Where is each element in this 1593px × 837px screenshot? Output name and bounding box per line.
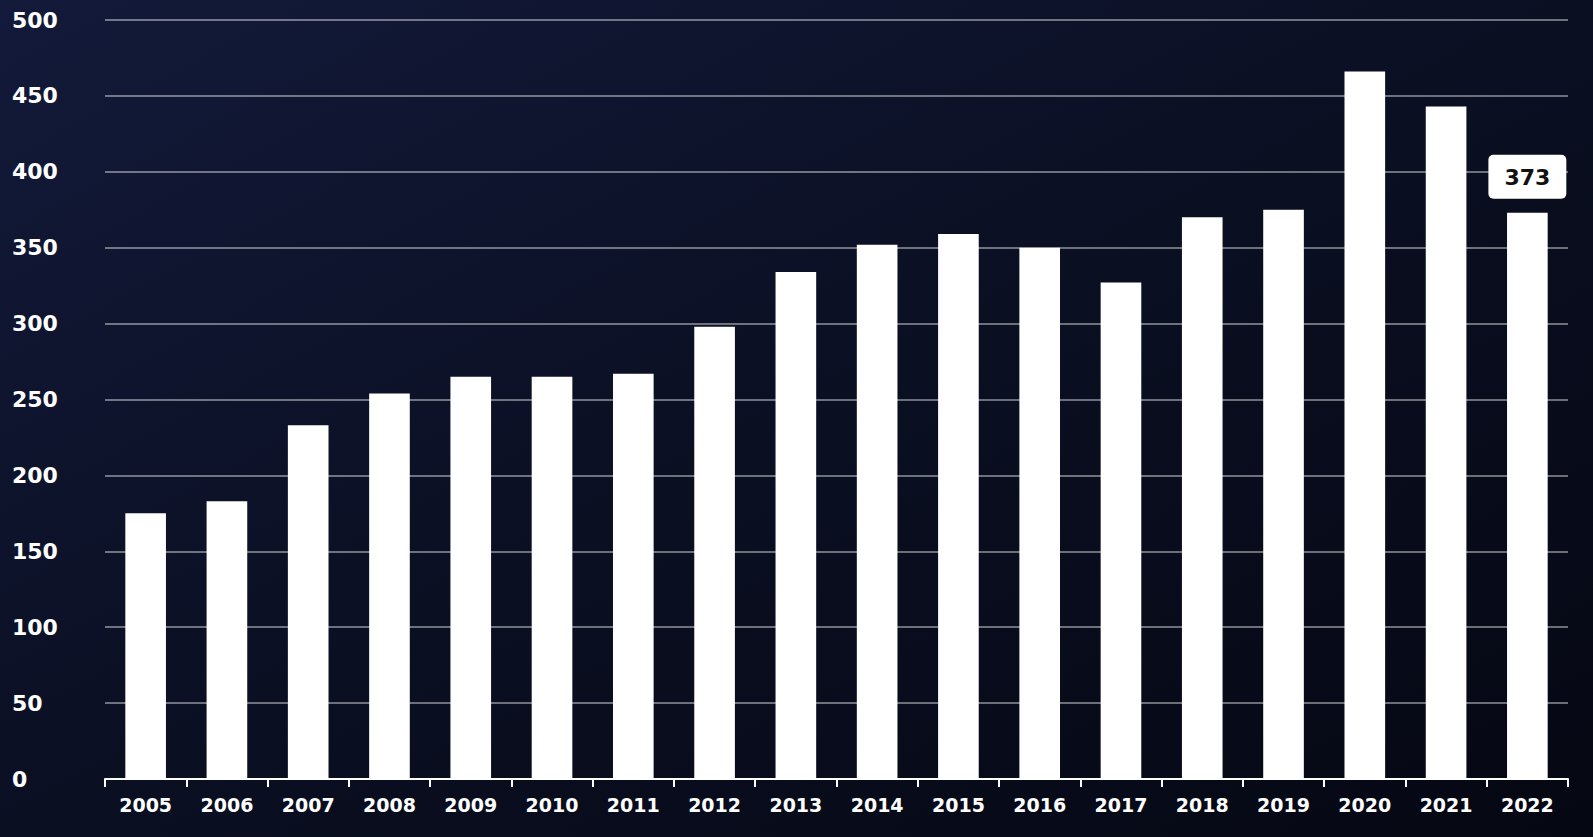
svg-text:2012: 2012	[688, 794, 741, 816]
svg-text:2011: 2011	[607, 794, 660, 816]
svg-text:2006: 2006	[200, 794, 253, 816]
svg-text:2015: 2015	[932, 794, 985, 816]
svg-text:450: 450	[12, 83, 58, 108]
svg-text:100: 100	[12, 615, 58, 640]
svg-text:2017: 2017	[1095, 794, 1148, 816]
svg-text:2008: 2008	[363, 794, 416, 816]
svg-text:2013: 2013	[769, 794, 822, 816]
svg-text:200: 200	[12, 463, 58, 488]
svg-text:250: 250	[12, 387, 58, 412]
svg-text:2018: 2018	[1176, 794, 1229, 816]
svg-text:2019: 2019	[1257, 794, 1310, 816]
svg-text:350: 350	[12, 235, 58, 260]
svg-text:0: 0	[12, 767, 27, 792]
svg-text:2020: 2020	[1338, 794, 1391, 816]
svg-text:50: 50	[12, 691, 43, 716]
svg-text:500: 500	[12, 8, 58, 33]
svg-text:2022: 2022	[1501, 794, 1554, 816]
svg-text:2009: 2009	[444, 794, 497, 816]
svg-text:2005: 2005	[119, 794, 172, 816]
svg-text:150: 150	[12, 539, 58, 564]
svg-text:2014: 2014	[851, 794, 904, 816]
svg-text:2021: 2021	[1420, 794, 1473, 816]
svg-text:2016: 2016	[1013, 794, 1066, 816]
svg-text:2010: 2010	[526, 794, 579, 816]
svg-text:373: 373	[1504, 165, 1550, 190]
svg-text:2007: 2007	[282, 794, 335, 816]
svg-text:300: 300	[12, 311, 58, 336]
svg-text:400: 400	[12, 159, 58, 184]
